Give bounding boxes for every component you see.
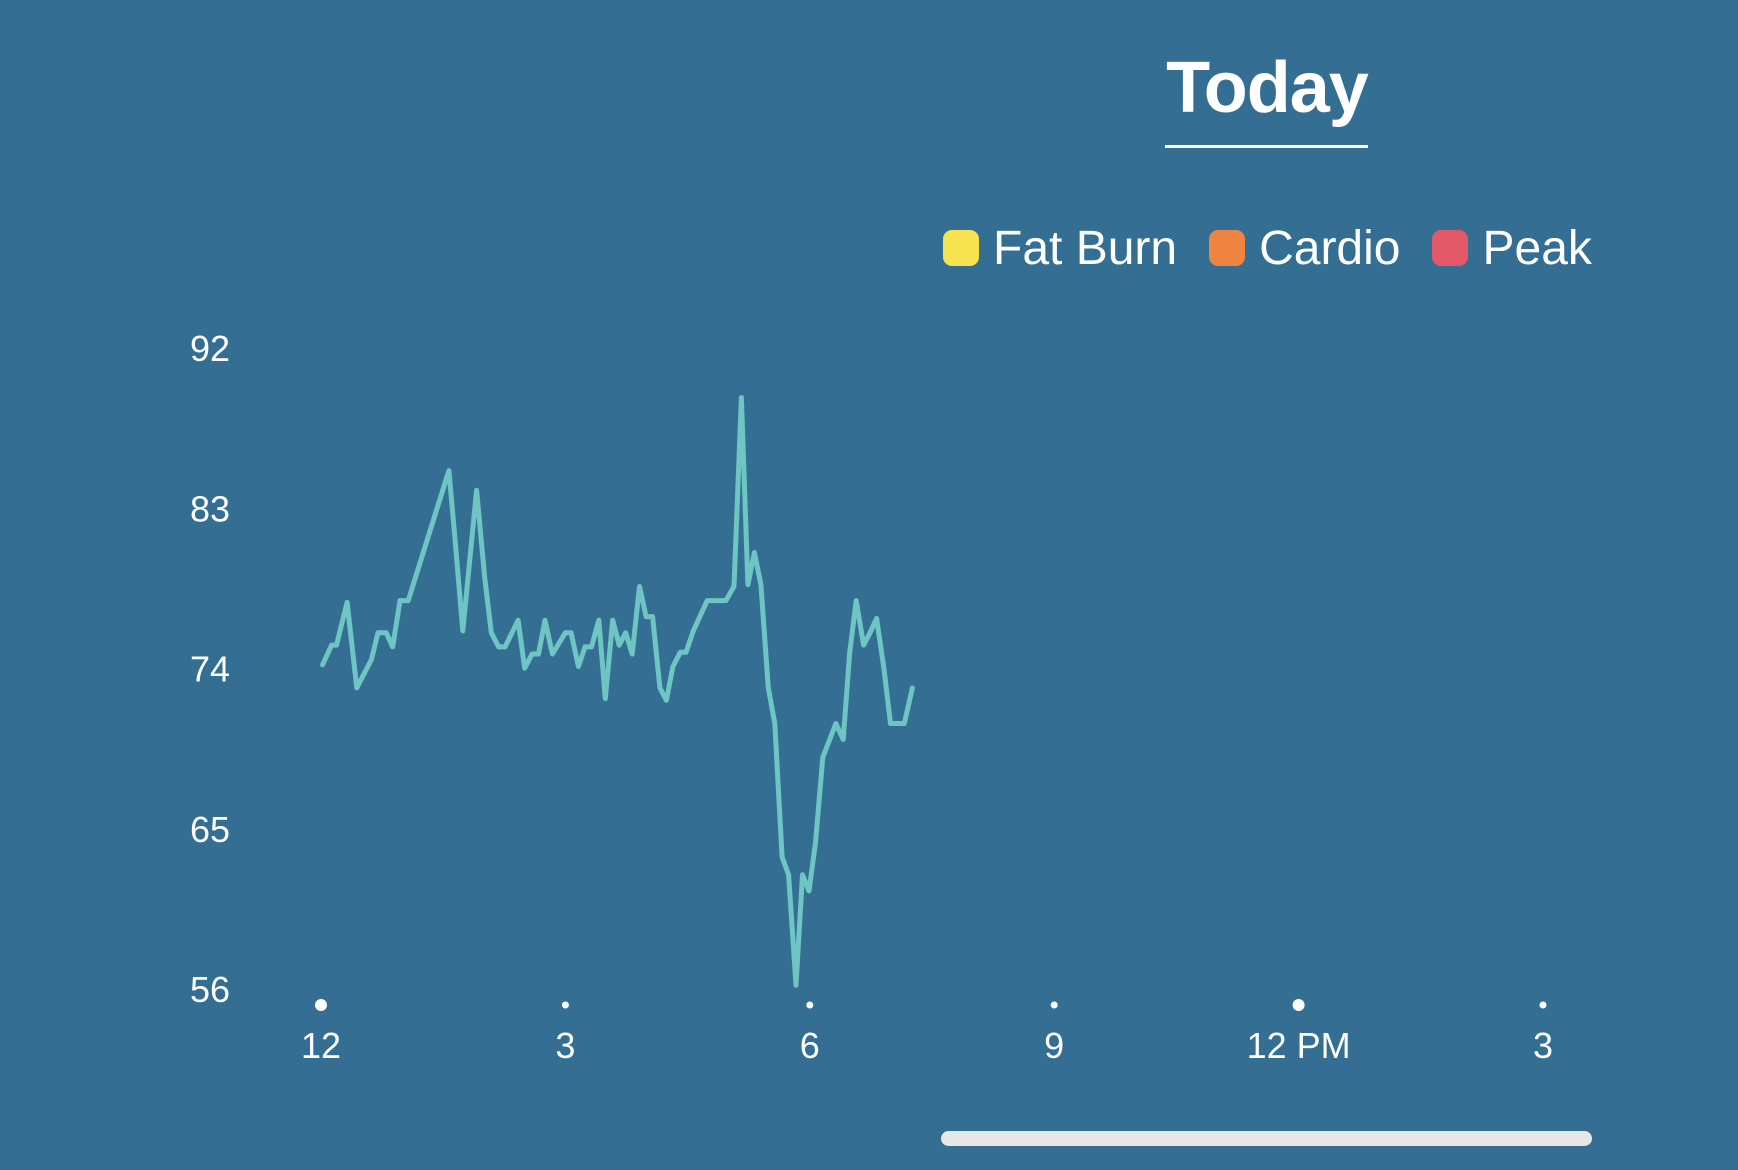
legend-label-fat-burn: Fat Burn bbox=[993, 221, 1178, 275]
cardio-swatch bbox=[1209, 230, 1246, 266]
heart-rate-zone-legend: Fat Burn Cardio Peak bbox=[943, 218, 1592, 278]
legend-label-peak: Peak bbox=[1482, 221, 1592, 275]
x-tick-dot bbox=[315, 999, 327, 1011]
tab-today-underline bbox=[1165, 145, 1368, 148]
y-tick-label: 56 bbox=[190, 969, 230, 1010]
y-tick-label: 74 bbox=[190, 649, 230, 690]
x-tick-label: 3 bbox=[1533, 1025, 1553, 1066]
legend-item-peak: Peak bbox=[1432, 221, 1592, 276]
chart-series-group bbox=[320, 395, 915, 988]
x-tick-dot bbox=[1292, 999, 1305, 1011]
x-tick-label: 3 bbox=[555, 1025, 575, 1066]
x-tick-label: 12 PM bbox=[1247, 1025, 1351, 1066]
y-axis: 92 83 74 65 56 bbox=[190, 328, 230, 1010]
x-tick-label: 6 bbox=[800, 1025, 820, 1066]
horizontal-scrollbar[interactable] bbox=[941, 1131, 1592, 1146]
x-tick-dot bbox=[806, 1001, 814, 1009]
legend-label-cardio: Cardio bbox=[1259, 221, 1401, 275]
y-tick-label: 65 bbox=[190, 809, 230, 850]
y-tick-label: 92 bbox=[190, 328, 230, 369]
x-tick-label: 9 bbox=[1044, 1025, 1064, 1066]
x-tick-dot bbox=[561, 1001, 569, 1009]
heart-rate-line bbox=[320, 395, 915, 988]
x-axis: 12 3 6 9 12 PM 3 bbox=[301, 999, 1553, 1066]
y-tick-label: 83 bbox=[190, 488, 230, 529]
peak-swatch bbox=[1432, 230, 1469, 266]
legend-item-fat-burn: Fat Burn bbox=[943, 221, 1177, 276]
tab-today[interactable]: Today bbox=[1166, 48, 1369, 128]
x-tick-label: 12 bbox=[301, 1025, 341, 1066]
legend-item-cardio: Cardio bbox=[1209, 221, 1400, 276]
fat-burn-swatch bbox=[943, 230, 979, 266]
x-tick-dot bbox=[1539, 1001, 1547, 1009]
x-tick-dot bbox=[1050, 1001, 1058, 1009]
